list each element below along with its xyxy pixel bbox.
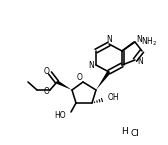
Text: N: N — [136, 35, 142, 44]
Text: N: N — [88, 60, 94, 69]
Text: O: O — [44, 87, 50, 97]
Text: Cl: Cl — [131, 129, 139, 138]
Polygon shape — [56, 80, 72, 90]
Text: N: N — [137, 58, 143, 67]
Text: N: N — [106, 35, 112, 44]
Text: NH$_2$: NH$_2$ — [141, 36, 157, 48]
Text: O: O — [44, 67, 50, 76]
Polygon shape — [96, 71, 111, 90]
Text: HO: HO — [54, 112, 66, 120]
Text: OH: OH — [108, 94, 120, 103]
Text: H: H — [121, 126, 127, 135]
Text: O: O — [77, 74, 83, 83]
